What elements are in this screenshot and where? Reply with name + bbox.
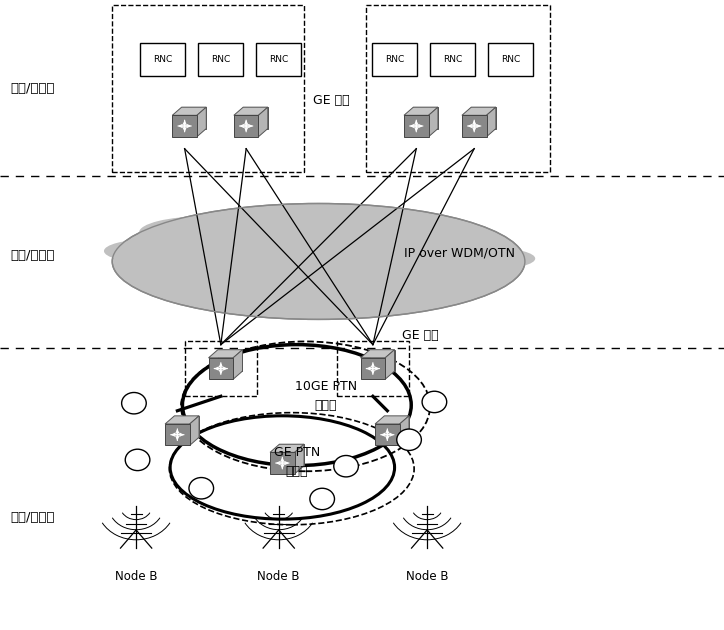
Text: Node B: Node B <box>258 570 300 583</box>
Polygon shape <box>471 107 496 129</box>
Polygon shape <box>218 350 243 371</box>
Circle shape <box>422 391 447 413</box>
Text: RNC: RNC <box>443 55 462 64</box>
Polygon shape <box>165 416 199 424</box>
FancyBboxPatch shape <box>430 43 475 76</box>
Polygon shape <box>385 350 395 379</box>
Polygon shape <box>233 350 243 379</box>
Polygon shape <box>361 350 395 358</box>
Polygon shape <box>404 107 438 115</box>
Text: GE 光口: GE 光口 <box>402 329 439 341</box>
Polygon shape <box>197 107 206 137</box>
Ellipse shape <box>104 239 195 263</box>
Text: RNC: RNC <box>385 55 404 64</box>
Ellipse shape <box>253 212 384 244</box>
Text: GE PTN
接入环: GE PTN 接入环 <box>274 447 320 478</box>
FancyBboxPatch shape <box>198 43 243 76</box>
Text: IP over WDM/OTN: IP over WDM/OTN <box>404 247 515 260</box>
Polygon shape <box>234 107 268 115</box>
Polygon shape <box>413 107 438 129</box>
Circle shape <box>122 392 146 414</box>
Circle shape <box>189 478 214 499</box>
Text: RNC: RNC <box>501 55 520 64</box>
Polygon shape <box>270 444 304 452</box>
Polygon shape <box>361 358 385 379</box>
Text: GE 光口: GE 光口 <box>313 94 350 107</box>
Text: 汇聚/接入层: 汇聚/接入层 <box>11 510 55 524</box>
Polygon shape <box>295 444 304 474</box>
Polygon shape <box>209 358 233 379</box>
Polygon shape <box>172 115 197 137</box>
Circle shape <box>334 455 358 477</box>
Polygon shape <box>243 107 268 129</box>
Ellipse shape <box>139 216 271 249</box>
Polygon shape <box>404 115 429 137</box>
Text: Node B: Node B <box>406 570 448 583</box>
Polygon shape <box>429 107 438 137</box>
Ellipse shape <box>112 203 525 319</box>
Ellipse shape <box>452 248 535 269</box>
FancyBboxPatch shape <box>140 43 185 76</box>
Ellipse shape <box>379 227 486 252</box>
Polygon shape <box>370 350 395 371</box>
FancyBboxPatch shape <box>372 43 417 76</box>
Text: RNC: RNC <box>269 55 288 64</box>
Polygon shape <box>270 452 295 474</box>
Text: RNC: RNC <box>211 55 230 64</box>
Polygon shape <box>462 115 487 137</box>
Text: 10GE PTN
汇聚环: 10GE PTN 汇聚环 <box>295 380 357 411</box>
Circle shape <box>125 449 150 471</box>
Circle shape <box>310 488 334 510</box>
Polygon shape <box>375 416 409 424</box>
Polygon shape <box>174 416 199 437</box>
Polygon shape <box>279 444 304 466</box>
Text: RNC: RNC <box>153 55 172 64</box>
Polygon shape <box>400 416 409 445</box>
Polygon shape <box>190 416 199 445</box>
Polygon shape <box>375 424 400 445</box>
Polygon shape <box>234 115 258 137</box>
Polygon shape <box>209 350 243 358</box>
Circle shape <box>397 429 421 450</box>
FancyBboxPatch shape <box>488 43 533 76</box>
Polygon shape <box>384 416 409 437</box>
Polygon shape <box>258 107 268 137</box>
Polygon shape <box>182 107 206 129</box>
Text: 核心/骨干层: 核心/骨干层 <box>11 82 55 94</box>
Polygon shape <box>165 424 190 445</box>
Polygon shape <box>462 107 496 115</box>
Text: Node B: Node B <box>115 570 157 583</box>
FancyBboxPatch shape <box>256 43 301 76</box>
Polygon shape <box>487 107 496 137</box>
Polygon shape <box>172 107 206 115</box>
Text: 核心/骨干层: 核心/骨干层 <box>11 249 55 262</box>
